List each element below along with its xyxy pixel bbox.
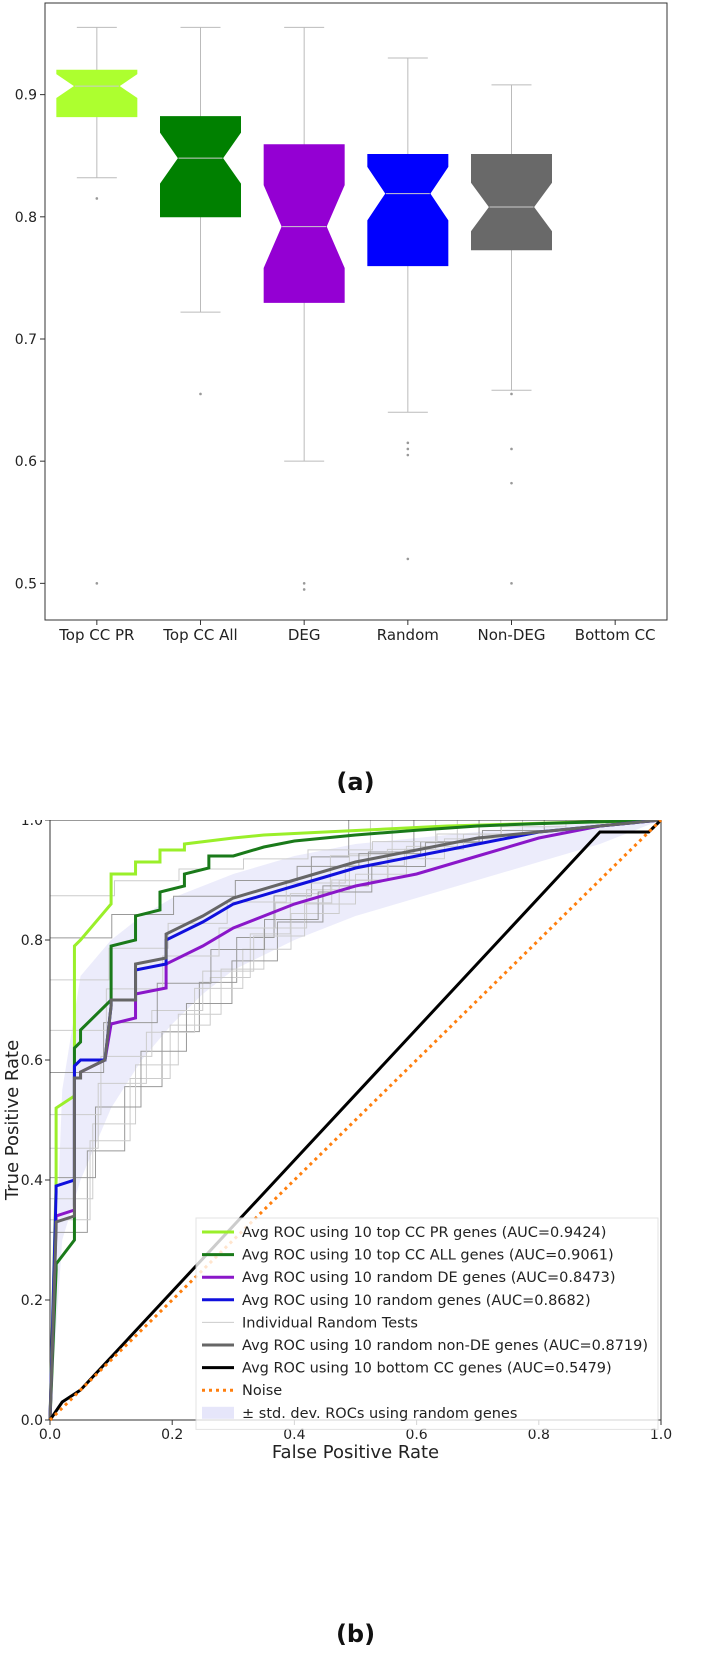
x-tick-label: Bottom CC [575,626,656,644]
box-top-cc-all [160,116,241,218]
legend-label: ± std. dev. ROCs using random genes [242,1406,517,1422]
roc-line [48,820,663,1422]
roc-panel: 0.0 0.2 0.4 0.6 0.8 1.0 0.0 0.2 0.4 0.6 0.8 1.0 Fals… [2,820,672,1463]
legend-box [195,1217,659,1430]
individual-random-test-curve [49,820,661,1420]
box-outlier [95,582,99,585]
legend: Avg ROC using 10 top CC PR genes (AUC=0.… [195,1217,659,1430]
box-outlier [510,392,513,396]
y-axis-title: True Positive Rate [2,1040,23,1201]
y-tick-label: 0.5 [15,576,37,592]
y-tick-label: 0.6 [15,454,37,470]
individual-random-test-curve [49,820,661,1420]
boxplot-panel: 0.5 0.6 0.7 0.8 0.9 Top CC PR Top CC All DEG Ran… [15,2,668,644]
legend-label: Avg ROC using 10 random DE genes (AUC=0.… [242,1270,616,1286]
panel-label-b: (b) [335,1620,376,1648]
box-outlier [95,197,99,200]
x-tick-label: 0.4 [283,1427,305,1443]
box-deg [263,144,345,303]
y-tick-label: 0.8 [21,933,43,949]
legend-label: Avg ROC using 10 bottom CC genes (AUC=0.… [242,1361,612,1377]
individual-random-test-curve [49,820,661,1420]
x-tick-label: Top CC PR [58,626,134,644]
individual-random-test-curve [49,820,661,1420]
legend-label: Individual Random Tests [242,1315,418,1331]
legend-label: Avg ROC using 10 random non-DE genes (AU… [242,1338,648,1354]
legend-swatch-band [202,1406,234,1419]
x-tick-label: 0.6 [405,1427,427,1443]
x-tick-label: 0.8 [528,1427,550,1443]
x-axis-title: False Positive Rate [272,1442,439,1463]
y-tick-label: 0.0 [21,1413,43,1429]
y-tick-label: 0.7 [15,332,37,348]
x-tick-label: 0.2 [161,1427,183,1443]
x-tick-label: Random [377,626,439,644]
box-outlier [406,557,410,561]
x-tick-label: Non-DEG [478,626,546,644]
roc-line [48,820,662,1421]
box-random [367,154,449,267]
individual-random-test-curve [49,820,661,1420]
box-outlier [510,447,513,451]
roc-line [48,820,662,1421]
plot-frame [44,2,668,621]
y-tick-label: 0.8 [15,210,37,226]
x-tick-label: 1.0 [650,1427,672,1443]
box-outlier [510,582,513,585]
x-tick-label: DEG [288,626,321,644]
box-outlier [406,453,410,457]
y-tick-label: 0.6 [21,1053,43,1069]
x-tick-label: 0.0 [39,1427,61,1443]
box-outlier [302,582,306,585]
legend-label: Avg ROC using 10 top CC PR genes (AUC=0.… [242,1225,606,1241]
box-outlier [302,588,306,591]
legend-label: Avg ROC using 10 top CC ALL genes (AUC=0… [242,1248,614,1264]
y-tick-label: 0.4 [21,1173,43,1189]
std-band-area [50,820,661,1420]
y-tick-label: 0.2 [21,1293,43,1309]
box-outlier [510,481,513,485]
x-tick-label: Top CC All [162,626,237,644]
box-outlier [406,441,410,445]
individual-random-test-curve [49,820,661,1420]
box-outlier [406,447,410,451]
y-tick-label: 0.9 [15,88,37,104]
legend-label: Avg ROC using 10 random genes (AUC=0.868… [242,1293,591,1309]
y-tick-label: 1.0 [21,820,43,829]
box-outlier [199,392,202,396]
legend-label: Noise [242,1383,282,1399]
box-non-deg [471,154,552,251]
box-top-cc-pr [56,69,138,118]
panel-label-a: (a) [336,768,375,796]
